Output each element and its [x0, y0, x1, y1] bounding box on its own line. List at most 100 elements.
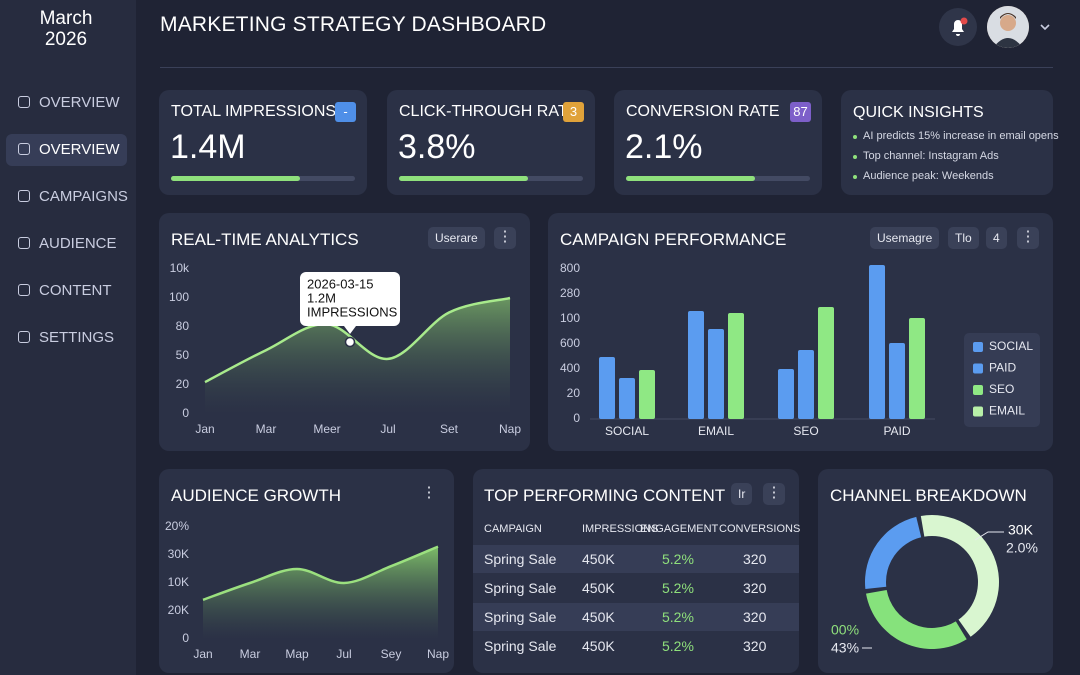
panel-button[interactable]: 4	[986, 227, 1007, 249]
y-tick-label: 0	[182, 406, 189, 420]
pie-label: 43%	[831, 640, 859, 656]
table-header: ENGAGEMENT	[640, 523, 719, 535]
insights-title: QUICK INSIGHTS	[853, 104, 984, 121]
table-row-stripe	[473, 603, 799, 631]
legend-label: SEO	[989, 382, 1014, 396]
nav-icon	[18, 190, 30, 202]
x-tick-label: Mar	[240, 647, 261, 661]
table-cell: 450K	[582, 609, 615, 625]
nav-item[interactable]: OVERVIEW	[6, 134, 127, 166]
x-tick-label: Map	[285, 647, 309, 661]
panel-button[interactable]: Tlo	[948, 227, 979, 249]
pie-label: 30K	[1008, 522, 1034, 538]
avatar[interactable]	[987, 6, 1029, 48]
y-tick-label: 0	[573, 411, 580, 425]
nav-item[interactable]: OVERVIEW	[6, 87, 127, 119]
x-tick-label: PAID	[883, 424, 910, 438]
x-tick-label: Meer	[313, 422, 340, 436]
line	[202, 545, 439, 601]
more-button[interactable]: ⋮	[763, 483, 785, 505]
avatar-image	[987, 6, 1029, 48]
y-tick-label: 20	[176, 377, 190, 391]
nav-item[interactable]: SETTINGS	[6, 322, 127, 354]
bar	[889, 343, 905, 419]
panel-button[interactable]: Usemagre	[870, 227, 940, 249]
x-tick-label: SEO	[793, 424, 818, 438]
insight-item: Audience peak: Weekends	[863, 170, 994, 182]
x-tick-label: Nap	[427, 647, 449, 661]
bell-icon	[952, 17, 968, 36]
x-tick-label: Mar	[256, 422, 277, 436]
bar	[909, 318, 925, 419]
y-tick-label: 800	[560, 261, 580, 275]
kpi-value: 2.1%	[625, 128, 703, 166]
bar	[619, 378, 635, 419]
legend-label: SOCIAL	[989, 339, 1033, 353]
legend-swatch	[973, 363, 983, 374]
table-cell: 320	[743, 551, 767, 567]
more-button[interactable]: ⋮	[1017, 227, 1039, 249]
y-tick-label: 80	[176, 319, 190, 333]
y-tick-label: 100	[169, 290, 189, 304]
y-tick-label: 30K	[168, 547, 189, 561]
more-button[interactable]: ⋮	[421, 484, 437, 501]
table-header: IMPRESSIONS	[582, 523, 659, 535]
nav-icon	[18, 331, 30, 343]
legend-swatch	[973, 342, 983, 352]
legend-label: PAID	[989, 361, 1016, 375]
nav-item[interactable]: CAMPAIGNS	[6, 181, 128, 213]
table-cell: 320	[743, 609, 767, 625]
more-button[interactable]: ⋮	[494, 227, 516, 249]
table-cell: 320	[743, 638, 767, 654]
x-tick-label: EMAIL	[698, 424, 734, 438]
nav-icon	[18, 237, 30, 249]
y-tick-label: 400	[560, 361, 580, 375]
table-cell: 450K	[582, 638, 615, 654]
kpi-value: 1.4M	[170, 128, 246, 166]
menu-chevron[interactable]	[1038, 20, 1052, 34]
panel-title: CAMPAIGN PERFORMANCE	[560, 230, 787, 249]
nav-item[interactable]: AUDIENCE	[6, 228, 127, 260]
tooltip-box	[300, 272, 400, 326]
table-header: CAMPAIGN	[484, 523, 542, 535]
notification-button[interactable]	[939, 8, 977, 46]
nav-item[interactable]: CONTENT	[6, 275, 127, 307]
tooltip-text: 1.2M	[307, 290, 336, 305]
insight-item: Top channel: Instagram Ads	[863, 150, 999, 162]
y-tick-label: 20%	[165, 519, 189, 533]
line	[204, 296, 511, 384]
panel-title: CHANNEL BREAKDOWN	[830, 486, 1027, 505]
pie-slice	[920, 515, 999, 637]
pie-slice	[864, 516, 922, 590]
panel-button[interactable]: Userare	[428, 227, 485, 249]
x-tick-label: SOCIAL	[605, 424, 649, 438]
nav-label: SETTINGS	[39, 329, 115, 346]
table-cell: Spring Sale	[484, 609, 557, 625]
sidebar-month: March	[39, 8, 93, 29]
progress-bar	[399, 176, 528, 181]
kpi-value: 3.8%	[398, 128, 476, 166]
kpi-label: CONVERSION RATE	[626, 103, 780, 120]
table-cell: 5.2%	[662, 638, 694, 654]
table-cell: 5.2%	[662, 580, 694, 596]
progress-bar	[171, 176, 300, 181]
bar	[728, 313, 744, 419]
header-divider	[160, 67, 1053, 68]
table-button[interactable]: Ir	[731, 483, 753, 505]
kpi-badge: 3	[563, 102, 584, 122]
area-fill	[205, 298, 510, 414]
panel-title: REAL-TIME ANALYTICS	[171, 230, 359, 249]
insights-card	[841, 90, 1053, 195]
table-cell: 450K	[582, 551, 615, 567]
bar	[798, 350, 814, 419]
pie-slice	[866, 589, 967, 649]
kpi-badge: -	[335, 102, 356, 122]
kpi-label: TOTAL IMPRESSIONS	[171, 103, 337, 120]
insight-bullet	[853, 135, 857, 139]
kpi-badge: 87	[790, 102, 811, 122]
table-title: TOP PERFORMING CONTENT	[484, 486, 726, 505]
table-header: CONVERSIONS	[719, 523, 801, 535]
nav-label: CONTENT	[39, 282, 112, 299]
